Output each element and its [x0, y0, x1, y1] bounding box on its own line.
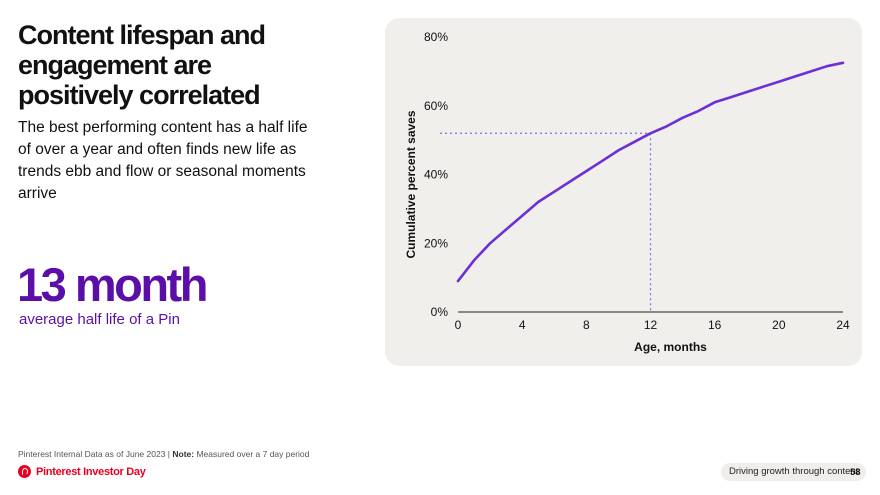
- page-number: 58: [850, 467, 861, 478]
- pinterest-logo-icon: [18, 465, 31, 478]
- x-tick-label: 0: [455, 318, 462, 332]
- brand-name: Pinterest Investor Day: [36, 465, 146, 478]
- y-tick-label: 0%: [431, 305, 449, 319]
- page-subtitle: The best performing content has a half l…: [18, 119, 308, 202]
- section-pill: Driving growth through content: [721, 463, 867, 481]
- x-tick-label: 20: [772, 318, 786, 332]
- footnote: Pinterest Internal Data as of June 2023 …: [18, 449, 309, 459]
- line-chart: 0% 20% 40% 60% 80% 0 4 8 12 16 20 24 Age, months Cumu…: [404, 30, 850, 354]
- x-tick-label: 4: [519, 318, 526, 332]
- footnote-source: Pinterest Internal Data as of June 2023 …: [18, 449, 173, 459]
- stat-value: 13 month: [17, 258, 208, 311]
- stat-label: average half life of a Pin: [19, 311, 180, 328]
- y-tick-label: 60%: [424, 99, 448, 113]
- y-tick-label: 80%: [424, 30, 448, 44]
- x-tick-label: 12: [644, 318, 658, 332]
- y-tick-label: 20%: [424, 236, 448, 250]
- footnote-note-text: Measured over a 7 day period: [194, 449, 310, 459]
- x-tick-label: 8: [583, 318, 590, 332]
- brand: Pinterest Investor Day: [18, 465, 146, 478]
- footnote-note-label: Note:: [172, 449, 195, 459]
- x-tick-label: 16: [708, 318, 722, 332]
- x-axis-title: Age, months: [634, 340, 707, 354]
- y-tick-label: 40%: [424, 168, 448, 182]
- y-axis-title: Cumulative percent saves: [404, 110, 418, 258]
- chart-panel: 0% 20% 40% 60% 80% 0 4 8 12 16 20 24 Age, months Cumu…: [385, 18, 862, 366]
- x-tick-label: 24: [836, 318, 850, 332]
- page-title: Content lifespan and engagement are posi…: [18, 20, 266, 110]
- series-line: [456, 61, 845, 283]
